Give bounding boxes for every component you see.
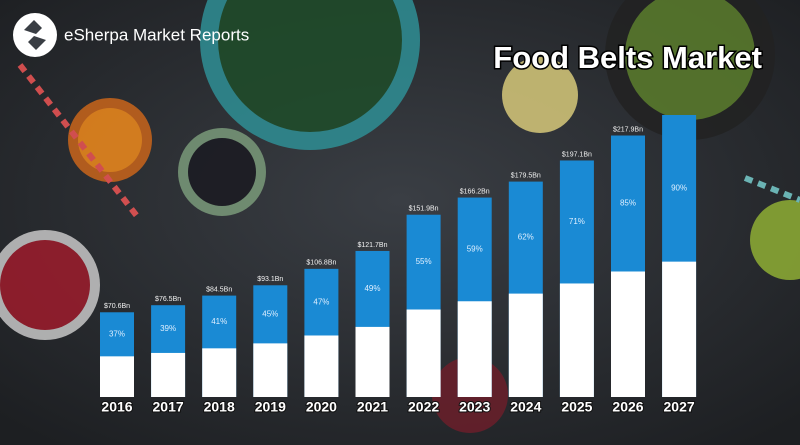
value-label: $70.6Bn — [104, 303, 130, 310]
x-tick-label: 2023 — [459, 399, 490, 415]
x-tick-label: 2020 — [306, 399, 337, 415]
share-label: 49% — [364, 284, 380, 293]
share-label: 39% — [160, 324, 176, 333]
bar-base — [253, 343, 288, 397]
value-label: $121.7Bn — [358, 242, 388, 249]
share-label: 71% — [569, 217, 585, 226]
plot: 37% $70.6Bn 2016 39% $76.5Bn 2017 41% $84.5Bn 20… — [100, 115, 697, 416]
bar-base — [355, 326, 390, 397]
share-label: 55% — [416, 257, 432, 266]
x-tick-label: 2019 — [255, 399, 286, 415]
share-label: 45% — [262, 309, 278, 318]
share-label: 90% — [671, 183, 687, 192]
x-tick-label: 2021 — [357, 399, 388, 415]
logo — [13, 13, 57, 57]
value-label: $217.9Bn — [613, 126, 643, 133]
value-label: $179.5Bn — [511, 172, 541, 179]
x-tick-label: 2024 — [510, 399, 541, 415]
chart-title: Food Belts Market — [493, 40, 762, 75]
bar-base — [559, 283, 594, 397]
bar-base — [151, 352, 186, 397]
value-label: $197.1Bn — [562, 151, 592, 158]
x-tick-label: 2017 — [153, 399, 184, 415]
share-label: 62% — [518, 233, 534, 242]
share-label: 41% — [211, 317, 227, 326]
x-tick-label: 2025 — [561, 399, 592, 415]
x-tick-label: 2018 — [204, 399, 235, 415]
x-tick-label: 2016 — [101, 399, 132, 415]
x-tick-label: 2026 — [612, 399, 643, 415]
value-label: $166.2Bn — [460, 188, 490, 195]
share-label: 47% — [313, 297, 329, 306]
value-label: $151.9Bn — [409, 206, 439, 213]
share-label: 85% — [620, 199, 636, 208]
bar-base — [304, 335, 339, 397]
brand: eSherpa Market Reports — [64, 25, 249, 44]
value-label: $84.5Bn — [206, 286, 232, 293]
x-tick-label: 2022 — [408, 399, 439, 415]
share-label: 59% — [467, 245, 483, 254]
x-tick-label: 2027 — [664, 399, 695, 415]
bar-base — [100, 356, 134, 397]
decoration — [0, 0, 800, 433]
bar-base — [406, 309, 441, 397]
value-label: $76.5Bn — [155, 296, 181, 303]
value-label: $106.8Bn — [306, 260, 336, 267]
bar-base — [508, 293, 543, 397]
bar-base — [202, 348, 237, 397]
bar-base — [457, 301, 492, 397]
value-label: $93.1Bn — [257, 276, 283, 283]
bar-base — [662, 261, 697, 397]
share-label: 37% — [109, 329, 125, 338]
bar-base — [611, 271, 645, 397]
